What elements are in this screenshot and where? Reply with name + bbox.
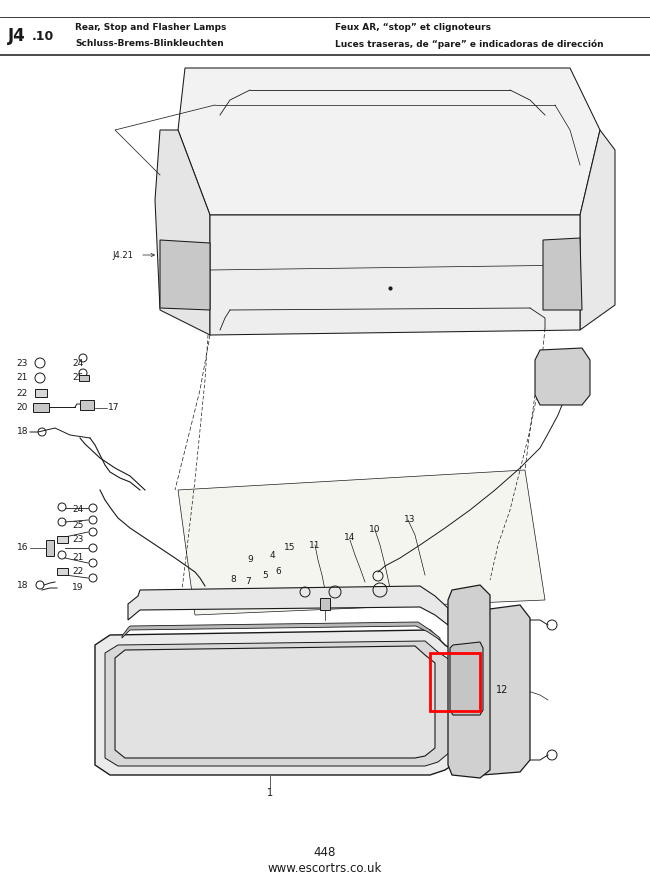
Bar <box>79 375 89 381</box>
Text: 19: 19 <box>72 583 83 592</box>
Text: 21: 21 <box>17 373 28 382</box>
Text: 22: 22 <box>17 388 28 397</box>
Polygon shape <box>105 641 450 766</box>
Text: 18: 18 <box>16 580 28 589</box>
Text: 25: 25 <box>72 373 83 382</box>
Bar <box>320 598 330 610</box>
Polygon shape <box>95 630 460 775</box>
Text: 15: 15 <box>284 544 296 553</box>
Text: J4: J4 <box>8 27 26 45</box>
Text: 6: 6 <box>275 567 281 577</box>
Text: 1: 1 <box>267 788 273 798</box>
Polygon shape <box>580 130 615 330</box>
Polygon shape <box>115 646 435 758</box>
Text: 18: 18 <box>16 428 28 437</box>
Text: 21: 21 <box>72 554 83 563</box>
Polygon shape <box>543 238 582 310</box>
Polygon shape <box>450 642 483 715</box>
Text: 14: 14 <box>344 533 356 543</box>
Text: .10: .10 <box>32 29 54 43</box>
Text: 11: 11 <box>309 540 320 549</box>
Polygon shape <box>155 130 210 335</box>
Text: 4: 4 <box>269 552 275 561</box>
Bar <box>46 540 54 556</box>
Polygon shape <box>160 240 210 310</box>
Text: 25: 25 <box>72 521 83 530</box>
Polygon shape <box>178 68 600 215</box>
Polygon shape <box>178 470 545 615</box>
Text: 448: 448 <box>314 847 336 859</box>
Text: 23: 23 <box>17 358 28 368</box>
Polygon shape <box>210 215 580 335</box>
Text: 7: 7 <box>245 578 251 587</box>
Text: 2: 2 <box>415 685 421 695</box>
Text: 3: 3 <box>453 685 459 695</box>
Polygon shape <box>122 622 440 640</box>
Text: 8: 8 <box>230 575 236 585</box>
Text: Feux AR, “stop” et clignoteurs: Feux AR, “stop” et clignoteurs <box>335 22 491 31</box>
Bar <box>80 400 94 410</box>
Text: 5: 5 <box>262 572 268 580</box>
Text: 12: 12 <box>496 685 508 695</box>
Text: Luces traseras, de “pare” e indicadoras de dirección: Luces traseras, de “pare” e indicadoras … <box>335 39 604 49</box>
Bar <box>57 568 68 575</box>
Text: 22: 22 <box>72 567 83 577</box>
Polygon shape <box>128 586 448 625</box>
Polygon shape <box>480 605 530 775</box>
Text: 17: 17 <box>108 404 120 413</box>
Text: 23: 23 <box>72 536 83 545</box>
Text: 24: 24 <box>72 358 83 368</box>
Text: 20: 20 <box>17 404 28 413</box>
Polygon shape <box>535 348 590 405</box>
Text: 9: 9 <box>247 555 253 564</box>
Bar <box>430 653 480 711</box>
Bar <box>33 403 49 412</box>
Text: 13: 13 <box>404 515 416 524</box>
Text: 10: 10 <box>369 525 381 535</box>
Text: 16: 16 <box>16 544 28 553</box>
Polygon shape <box>448 585 490 778</box>
Bar <box>57 536 68 543</box>
Text: J4.21: J4.21 <box>112 251 133 260</box>
Text: www.escortrs.co.uk: www.escortrs.co.uk <box>268 863 382 875</box>
Text: 24: 24 <box>72 505 83 514</box>
Text: Schluss-Brems-Blinkleuchten: Schluss-Brems-Blinkleuchten <box>75 39 224 48</box>
Text: Rear, Stop and Flasher Lamps: Rear, Stop and Flasher Lamps <box>75 22 226 31</box>
Bar <box>35 389 47 397</box>
